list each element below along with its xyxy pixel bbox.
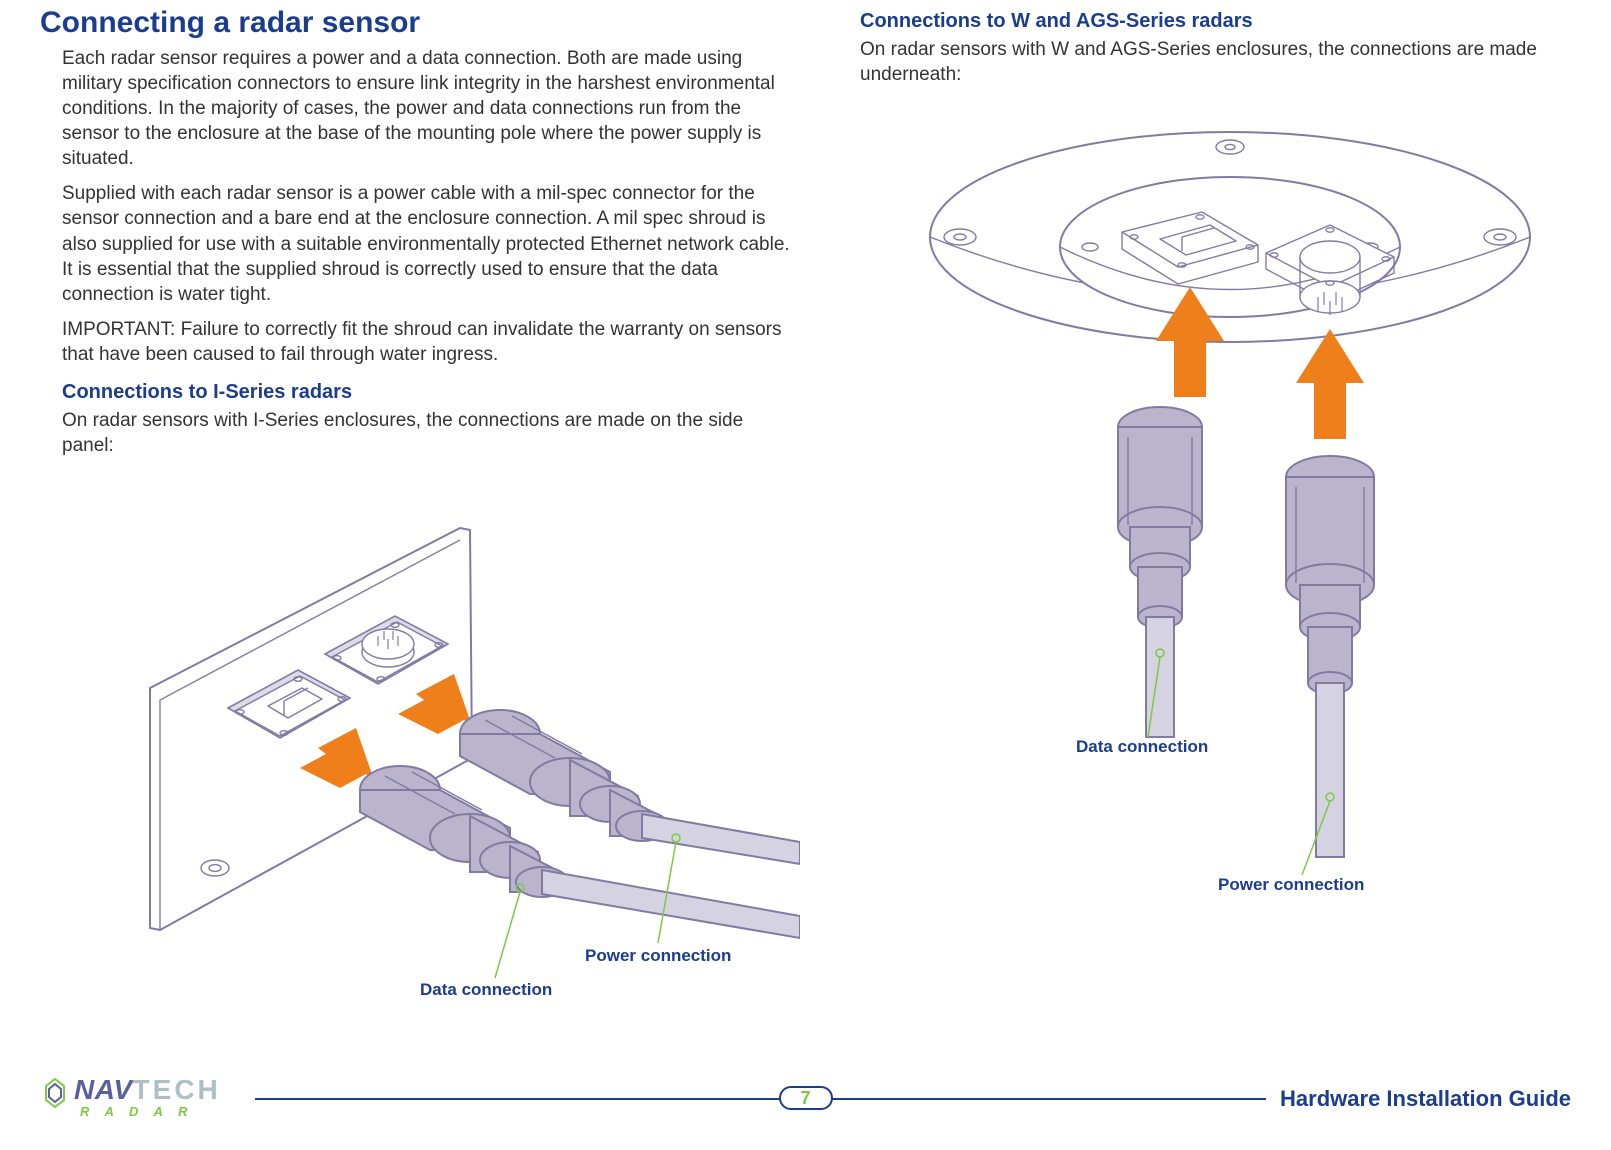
arrow-power-insert <box>1296 329 1364 439</box>
page: Connecting a radar sensor Each radar sen… <box>0 0 1611 1150</box>
i-series-diagram <box>40 468 800 1028</box>
subhead-i-series: Connections to I-Series radars <box>62 381 800 404</box>
callout-data-connection: Data connection <box>1076 737 1208 757</box>
callout-power-connection: Power connection <box>585 946 731 966</box>
logo-sub: R A D A R <box>80 1104 193 1119</box>
w-ags-diagram <box>860 97 1600 917</box>
page-footer: NAVTECH R A D A R 7 Hardware Installatio… <box>40 1068 1571 1128</box>
logo-tech: TECH <box>133 1074 221 1105</box>
subhead-w-ags: Connections to W and AGS-Series radars <box>860 10 1600 33</box>
figure-i-series: Data connection Power connection <box>40 468 800 1028</box>
subtext-w-ags: On radar sensors with W and AGS-Series e… <box>860 37 1600 87</box>
intro-paragraph-2: Supplied with each radar sensor is a pow… <box>62 181 800 306</box>
callout-data-connection: Data connection <box>420 980 552 1000</box>
logo-text: NAVTECH <box>74 1074 221 1106</box>
page-number-pill: 7 <box>778 1086 832 1110</box>
data-connector <box>1118 407 1202 737</box>
intro-paragraph-3: IMPORTANT: Failure to correctly fit the … <box>62 317 800 367</box>
leader-power <box>658 834 680 943</box>
intro-paragraph-1: Each radar sensor requires a power and a… <box>62 46 800 171</box>
subtext-i-series: On radar sensors with I-Series enclosure… <box>62 408 800 458</box>
footer-doc-title: Hardware Installation Guide <box>1266 1086 1571 1112</box>
leader-data <box>495 884 524 978</box>
callout-power-connection: Power connection <box>1218 875 1364 895</box>
power-connector <box>1286 456 1374 857</box>
logo-mark-icon <box>37 1076 73 1112</box>
page-title: Connecting a radar sensor <box>40 6 800 40</box>
figure-w-ags: Data connection Power connection <box>860 97 1600 917</box>
left-column: Connecting a radar sensor Each radar sen… <box>40 6 800 1028</box>
logo-nav: NAV <box>74 1074 133 1105</box>
two-column-layout: Connecting a radar sensor Each radar sen… <box>40 0 1571 1028</box>
right-column: Connections to W and AGS-Series radars O… <box>860 6 1600 1028</box>
